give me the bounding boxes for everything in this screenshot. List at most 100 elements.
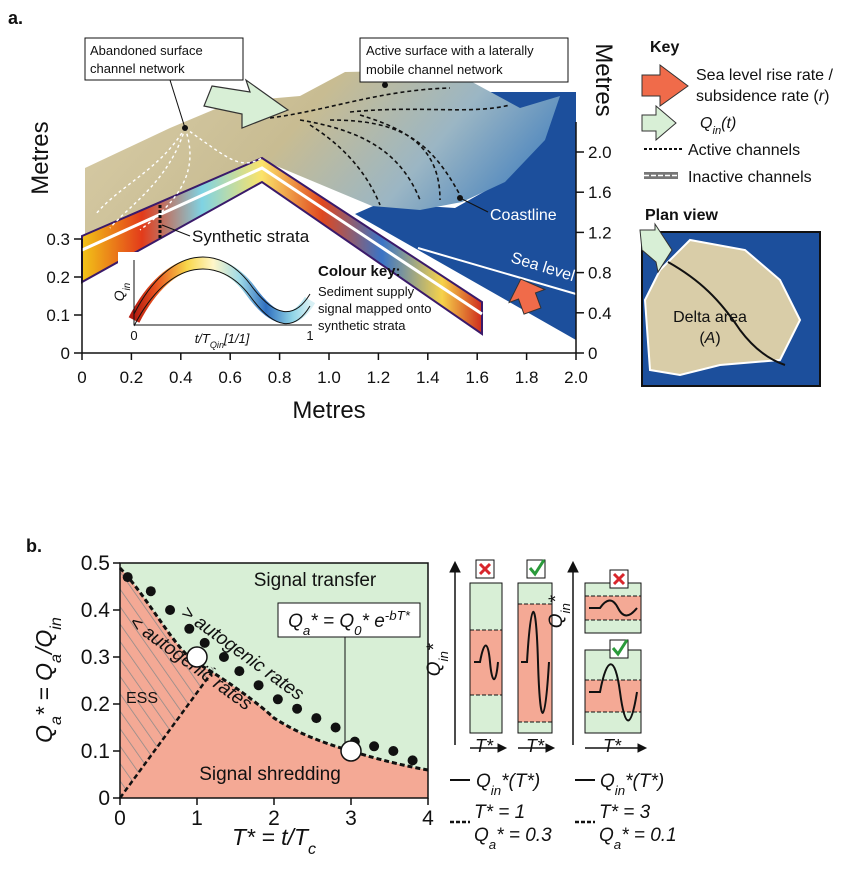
region-label: Signal transfer <box>254 570 377 591</box>
colour-key-text: signal mapped onto <box>318 301 431 316</box>
inset-tick-label: 1 <box>306 328 313 343</box>
callout-text: Synthetic strata <box>192 227 310 246</box>
key-text: Qin(t) <box>700 115 736 137</box>
text-part: *(T*) <box>501 771 540 792</box>
text-part: c <box>308 840 316 858</box>
inset-y-label: Qin <box>111 283 133 302</box>
text-part: [1/1] <box>223 331 250 346</box>
y2-tick-label: 1.6 <box>588 183 612 202</box>
colour-key-text: Sediment supply <box>318 284 415 299</box>
y-tick-label: 0.2 <box>46 268 70 287</box>
text-part: Q <box>700 115 712 132</box>
y-tick-label: 0.2 <box>81 693 110 716</box>
text-part: Sea level rise rate / <box>696 67 834 84</box>
shredding-region <box>120 568 428 798</box>
data-point <box>234 666 245 677</box>
panel-label: b. <box>26 536 42 556</box>
x-tick-label: 1.2 <box>367 368 391 387</box>
x-tick-label: 3 <box>345 807 357 830</box>
text-part: T* = t/T <box>232 824 310 850</box>
y2-tick-label: 1.2 <box>588 223 612 242</box>
plan-view-title: Plan view <box>645 207 718 224</box>
text-part: a <box>303 623 310 638</box>
y2-tick-label: 0.4 <box>588 304 612 323</box>
data-point <box>388 746 399 756</box>
data-point <box>292 703 303 714</box>
inset-tick-label: 0 <box>130 328 137 343</box>
callout-text: Coastline <box>490 207 557 224</box>
text-part: Q <box>546 613 567 628</box>
key-title: Key <box>650 39 679 56</box>
text-part: * = Q <box>310 611 354 632</box>
x-tick-label: 1 <box>191 807 203 830</box>
text-part: a <box>47 654 65 663</box>
text-part: ) <box>824 88 829 105</box>
data-point <box>407 755 418 766</box>
autogenic-curve <box>118 566 429 772</box>
legend-text: Qin*(T*) <box>600 771 664 798</box>
y-tick-label: 0.3 <box>81 646 110 669</box>
y-tick-label: 0.5 <box>81 552 110 575</box>
highlight-point <box>340 740 362 762</box>
colour-key-title: Colour key: <box>318 263 401 280</box>
text-part: in <box>436 651 451 661</box>
surface-render <box>81 70 577 344</box>
region-label: Signal shredding <box>199 764 341 785</box>
text-part: Q <box>288 611 303 632</box>
data-point <box>218 652 229 662</box>
text-part: subsidence rate ( <box>696 88 819 105</box>
data-point <box>272 694 283 705</box>
text-part: /Q <box>31 630 57 656</box>
text-part: Q <box>476 771 491 792</box>
panel-label: a. <box>8 8 23 28</box>
key-text: Active channels <box>688 142 800 159</box>
inset-x-label: t/TQin[1/1] <box>195 331 250 350</box>
text-part: (t) <box>721 115 736 132</box>
text-part: ) <box>715 330 720 347</box>
x-tick-label: 1.6 <box>465 368 489 387</box>
y-tick-label: 0.4 <box>81 599 111 622</box>
x-tick-label: 0.6 <box>218 368 242 387</box>
legend-text: T* = 1 <box>474 802 525 823</box>
y2-axis-label: Metres <box>590 43 617 116</box>
text-part: a <box>47 716 65 725</box>
ess-region <box>120 568 215 798</box>
text-part: 0 <box>354 623 362 638</box>
text-part: Q <box>599 825 614 846</box>
plan-view-text: Delta area <box>673 309 747 326</box>
text-part: Qin <box>210 340 224 350</box>
colour-key-text: synthetic strata <box>318 318 406 333</box>
callout-text: Active surface with a laterally <box>366 43 534 58</box>
y2-tick-label: 2.0 <box>588 143 612 162</box>
text-part: in <box>122 283 133 291</box>
text-part: in <box>47 617 65 630</box>
x-tick-label: 0.2 <box>120 368 144 387</box>
data-point <box>122 572 133 583</box>
callout-box <box>359 37 569 83</box>
schematic-x-label: T* <box>603 736 622 756</box>
text-part: in <box>615 783 625 798</box>
text-part: Q <box>111 290 127 301</box>
y2-tick-label: 0.8 <box>588 264 612 283</box>
x-tick-label: 1.4 <box>416 368 440 387</box>
x-tick-label: 4 <box>422 807 434 830</box>
text-part: T* = 3 <box>599 802 651 823</box>
y-tick-label: 0.1 <box>46 306 70 325</box>
data-point <box>145 586 156 597</box>
plan-view-text: (A) <box>699 330 720 347</box>
data-point <box>184 623 195 634</box>
key-text: subsidence rate (r) <box>696 88 829 105</box>
text-part: T* = 1 <box>474 802 525 823</box>
text-part: in <box>558 603 573 613</box>
text-part: * <box>424 643 445 651</box>
x-tick-label: 1.0 <box>317 368 341 387</box>
data-point <box>311 713 322 724</box>
equation: Qa* = Q0* e-bT* <box>288 608 411 638</box>
text-part: A <box>704 330 716 347</box>
text-part: r <box>819 88 825 105</box>
ess-boundary <box>118 667 217 799</box>
x-tick-label: 0.8 <box>268 368 292 387</box>
y-tick-label: 0.3 <box>46 230 70 249</box>
y-tick-label: 0 <box>98 787 110 810</box>
x-tick-label: 2.0 <box>564 368 588 387</box>
